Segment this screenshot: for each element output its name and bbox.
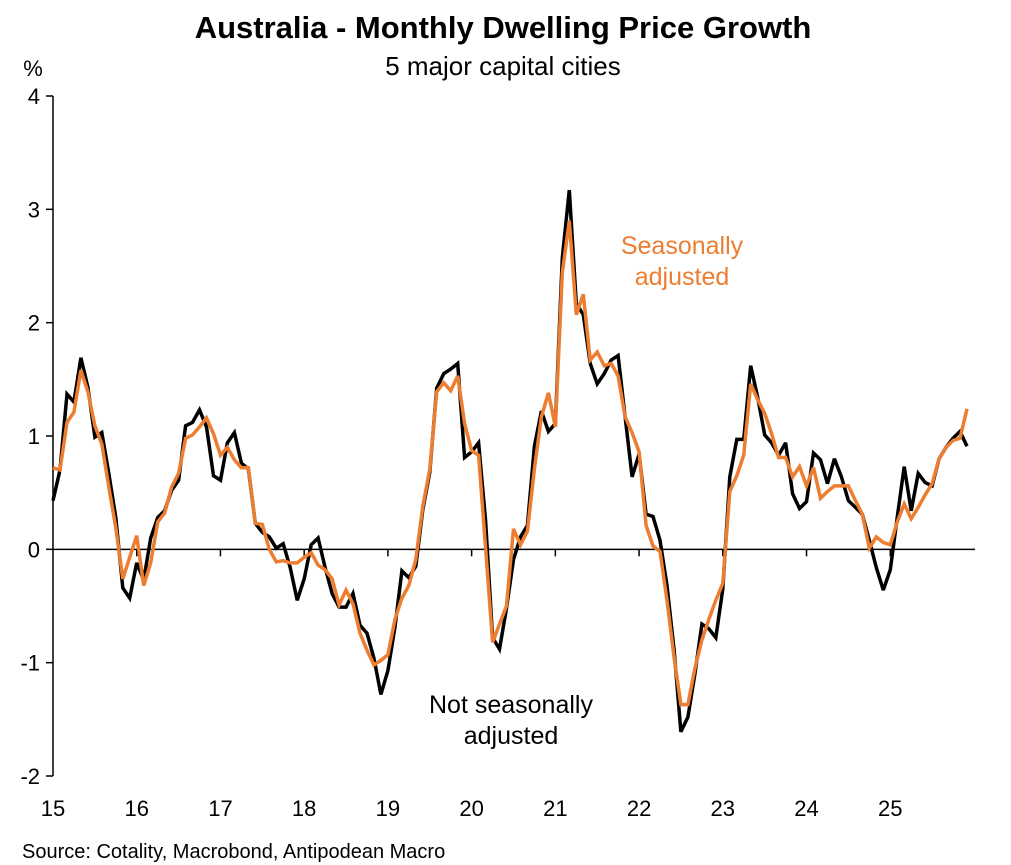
x-tick-label: 19 [376,796,400,821]
chart-title: Australia - Monthly Dwelling Price Growt… [195,10,812,45]
y-tick-label: -2 [20,764,40,789]
series-line-seasonally-adjusted [52,220,969,707]
x-tick-label: 24 [794,796,818,821]
chart-subtitle: 5 major capital cities [385,51,621,81]
y-tick-label: 2 [28,311,40,336]
x-tick-label: 23 [711,796,735,821]
x-tick-label: 15 [41,796,65,821]
series-annotation-not-seasonally-adjusted: adjusted [464,722,559,750]
y-tick-label: 3 [28,197,40,222]
y-tick-label: -1 [20,651,40,676]
series-line-not-seasonally-adjusted [51,189,969,733]
y-tick-label: 4 [28,84,40,109]
x-tick-label: 16 [124,796,148,821]
x-tick-label: 21 [543,796,567,821]
x-tick-label: 25 [878,796,902,821]
y-tick-label: 1 [28,424,40,449]
x-tick-label: 17 [208,796,232,821]
y-axis-unit-label: % [23,56,43,81]
series-labels: Not seasonally adjusted Seasonally adjusted [429,232,744,750]
series-layer [51,189,969,733]
series-annotation-seasonally-adjusted: Seasonally [621,232,744,260]
series-annotation-not-seasonally-adjusted: Not seasonally [429,691,593,719]
source-note: Source: Cotality, Macrobond, Antipodean … [22,841,445,863]
y-tick-label: 0 [28,537,40,562]
series-annotation-seasonally-adjusted: adjusted [635,263,730,291]
x-tick-label: 22 [627,796,651,821]
x-tick-label: 20 [459,796,483,821]
x-tick-label: 18 [292,796,316,821]
